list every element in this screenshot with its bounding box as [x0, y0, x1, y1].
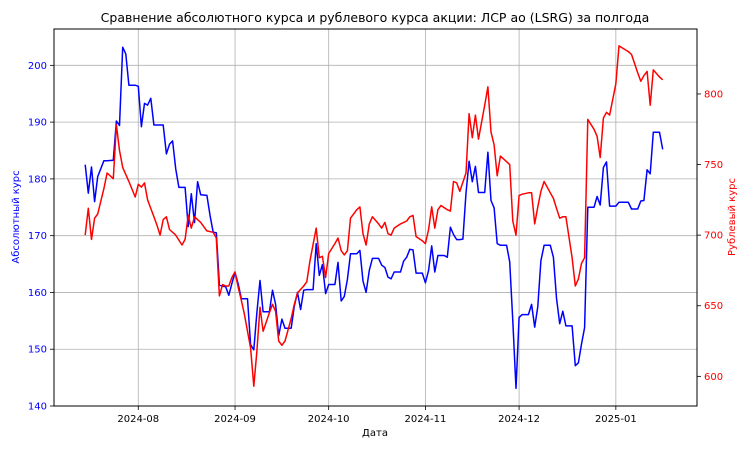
y-axis-left: 140 150 160 170 180 190 200: [28, 61, 54, 413]
y-left-tick-label: 200: [28, 61, 47, 72]
y-right-tick-label: 650: [704, 301, 723, 312]
y-left-tick-label: 150: [28, 345, 47, 356]
plot-frame: [53, 28, 698, 407]
series-line-ruble: [84, 45, 664, 387]
y-left-tick-label: 190: [28, 118, 47, 129]
y-axis-right-label: Рублевый курс: [727, 178, 738, 256]
y-left-tick-label: 180: [28, 174, 47, 185]
y-axis-left-label: Абсолютный курс: [11, 170, 22, 263]
x-tick-label: 2024-10: [308, 414, 350, 425]
y-right-tick-label: 750: [704, 160, 723, 171]
chart-title: Сравнение абсолютного курса и рублевого …: [101, 10, 650, 25]
y-left-tick-label: 170: [28, 231, 47, 242]
x-axis: 2024-08 2024-09 2024-10 2024-11 2024-12 2025-…: [117, 406, 637, 425]
y-axis-right: 600 650 700 750 800: [697, 89, 723, 383]
x-tick-label: 2024-11: [405, 414, 447, 425]
series-line-absolute: [84, 46, 664, 390]
grid-lines: [54, 29, 697, 407]
x-tick-label: 2025-01: [595, 414, 637, 425]
y-left-tick-label: 160: [28, 288, 47, 299]
series-layer: [84, 45, 664, 390]
y-left-tick-label: 140: [28, 402, 47, 413]
x-tick-label: 2024-08: [117, 414, 159, 425]
y-right-tick-label: 700: [704, 231, 723, 242]
x-tick-label: 2024-09: [214, 414, 256, 425]
x-axis-label: Дата: [362, 428, 388, 439]
y-right-tick-label: 600: [704, 372, 723, 383]
y-right-tick-label: 800: [704, 89, 723, 100]
x-tick-label: 2024-12: [498, 414, 540, 425]
